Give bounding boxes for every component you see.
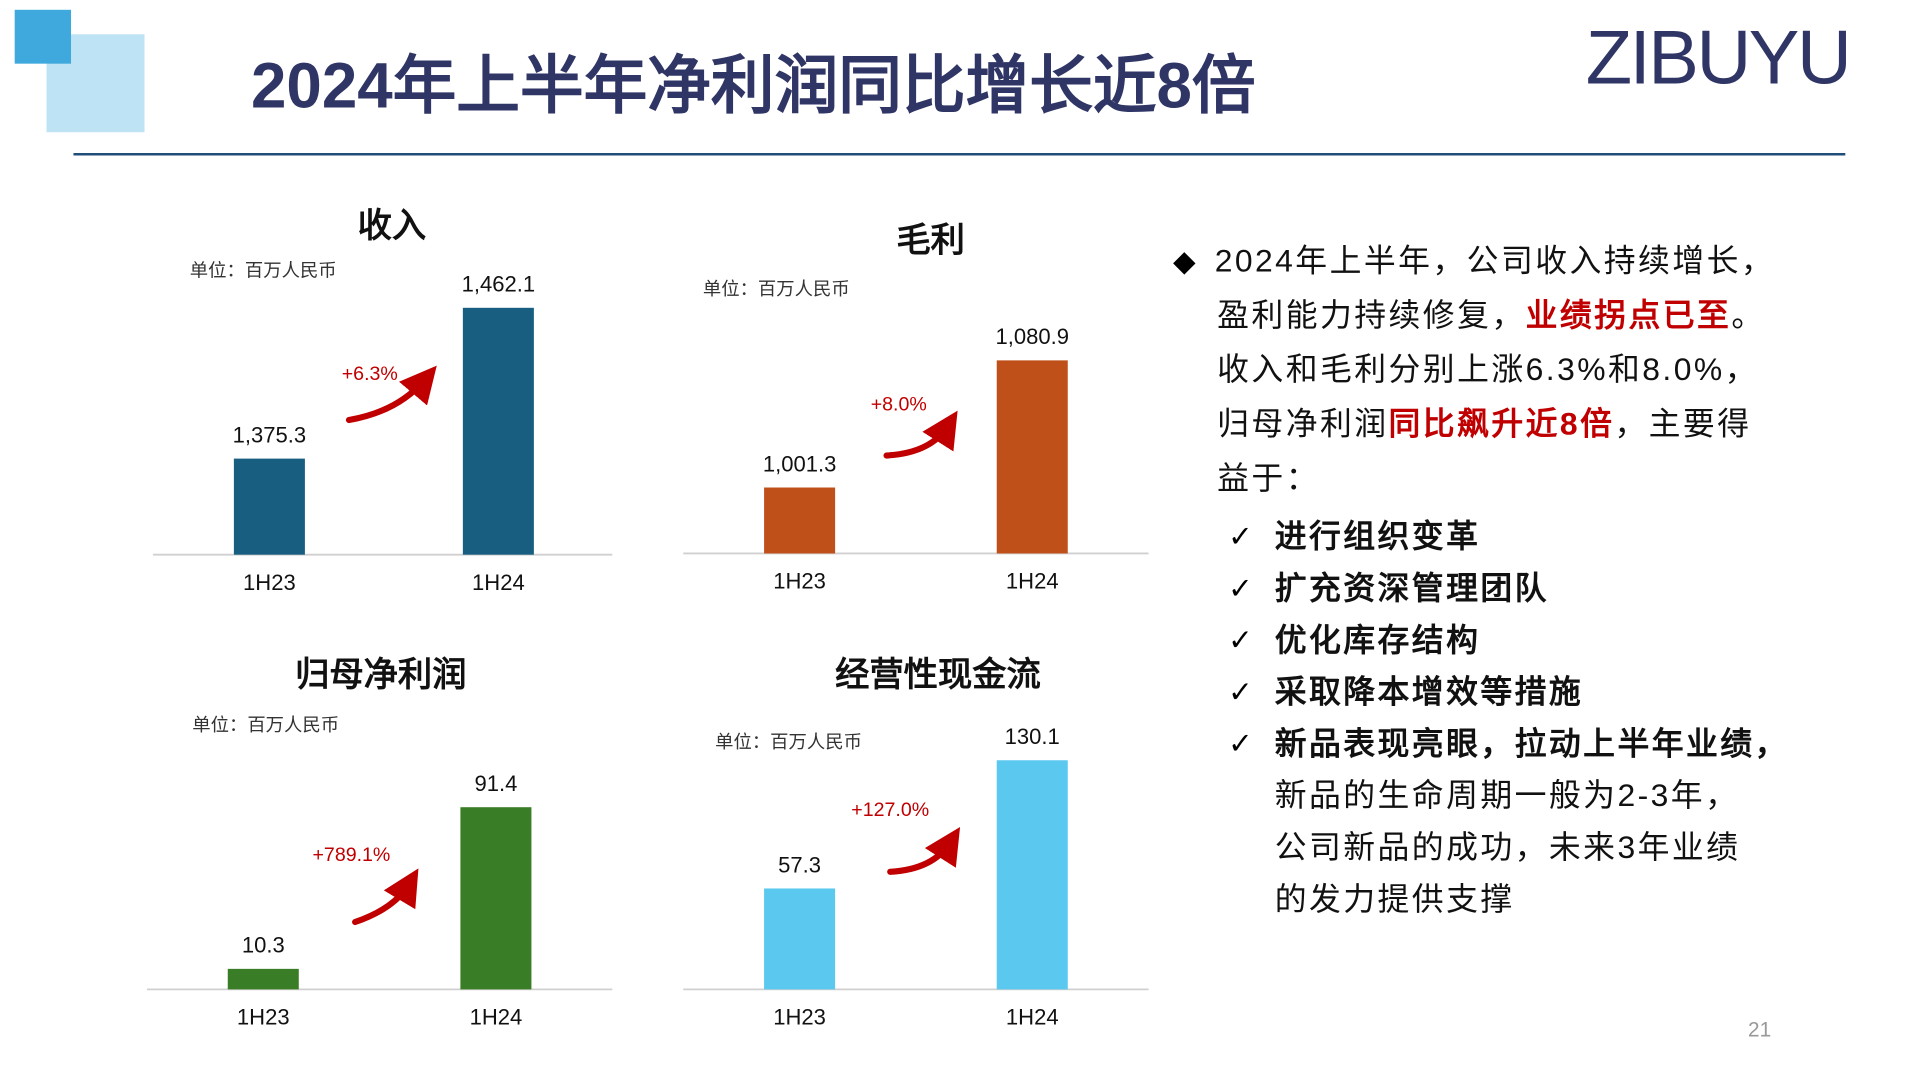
growth-annotation: +789.1% [313,844,391,866]
chart-subtitle: 单位：百万人民币 [192,714,339,735]
value-label: 57.3 [778,852,821,877]
chart-title: 收入 [358,207,427,245]
x-tick-label: 1H24 [472,570,525,595]
measure-text: 优化库存结构 [1275,622,1481,658]
x-tick-label: 1H23 [773,1005,826,1030]
growth-arrow [345,365,437,424]
chart-subtitle: 单位：百万人民币 [715,731,862,752]
summary-text: 盈利能力持续修复， [1217,297,1526,333]
summary-line: 2024年上半年，公司收入持续增长， [1215,243,1775,279]
summary-text: 。 [1731,297,1765,333]
bar [460,807,532,990]
bar [764,487,836,554]
summary-text: 归母净利润 [1217,406,1388,442]
check-mark: ✓ [1228,728,1253,761]
bar [462,307,534,555]
value-label: 10.3 [242,933,285,958]
measure-text: 扩充资深管理团队 [1275,570,1549,606]
growth-annotation: +6.3% [342,363,398,385]
page-number: 21 [1748,1019,1771,1042]
value-label: 1,001.3 [763,451,837,476]
growth-arrow [883,410,958,459]
summary-line: 收入和毛利分别上涨6.3%和8.0%， [1217,352,1759,388]
growth-arrow [887,826,961,875]
value-label: 91.4 [474,771,517,796]
value-label: 1,462.1 [462,272,536,297]
chart-subtitle: 单位：百万人民币 [190,260,337,281]
x-tick-label: 1H24 [470,1005,523,1030]
x-tick-label: 1H23 [243,570,296,595]
chart-title: 毛利 [896,222,965,260]
slide-title: 2024年上半年净利润同比增长近8倍 [251,50,1256,121]
deco-square [14,9,72,64]
check-mark: ✓ [1228,676,1253,709]
bar [227,968,299,990]
measure-text: 新品表现亮眼，拉动上半年业绩， [1275,725,1789,761]
summary-text: 收入和毛利分别上涨6.3%和8.0%， [1217,352,1759,388]
value-label: 1,375.3 [233,422,307,447]
summary-line: 益于： [1217,461,1320,497]
summary-text: ，主要得 [1614,406,1751,442]
chart-subtitle: 单位：百万人民币 [703,278,850,299]
measure-text: 的发力提供支撑 [1275,881,1515,917]
x-tick-label: 1H24 [1006,1005,1059,1030]
x-tick-label: 1H23 [237,1005,290,1030]
bar [764,888,836,990]
growth-annotation: +127.0% [851,799,929,821]
value-label: 130.1 [1005,724,1060,749]
chart-title: 归母净利润 [295,656,466,694]
bar [233,458,305,555]
chart-title: 经营性现金流 [835,655,1041,694]
measure-text: 公司新品的成功，未来3年业绩 [1275,829,1741,865]
summary-text: 益于： [1217,461,1320,497]
measure-text: 采取降本增效等措施 [1275,674,1584,710]
measure-text: 进行组织变革 [1275,518,1481,554]
logo: ZIBUYU [1586,16,1850,101]
bar [996,760,1068,990]
measure-text: 新品的生命周期一般为2-3年， [1275,777,1740,813]
highlight-text: 同比飙升近8倍 [1389,406,1615,442]
check-mark: ✓ [1228,624,1253,657]
summary-text: 2024年上半年，公司收入持续增长， [1215,243,1775,279]
highlight-text: 业绩拐点已至 [1526,297,1732,333]
bullet-diamond: ◆ [1173,245,1196,278]
summary-line: 盈利能力持续修复，业绩拐点已至。 [1217,297,1765,333]
bar [996,360,1068,554]
check-mark: ✓ [1228,572,1253,605]
growth-arrow [352,868,419,926]
check-mark: ✓ [1228,521,1253,554]
x-tick-label: 1H24 [1006,569,1059,594]
value-label: 1,080.9 [995,324,1069,349]
summary-line: 归母净利润同比飙升近8倍，主要得 [1217,406,1751,442]
growth-annotation: +8.0% [871,393,927,415]
x-tick-label: 1H23 [773,569,826,594]
